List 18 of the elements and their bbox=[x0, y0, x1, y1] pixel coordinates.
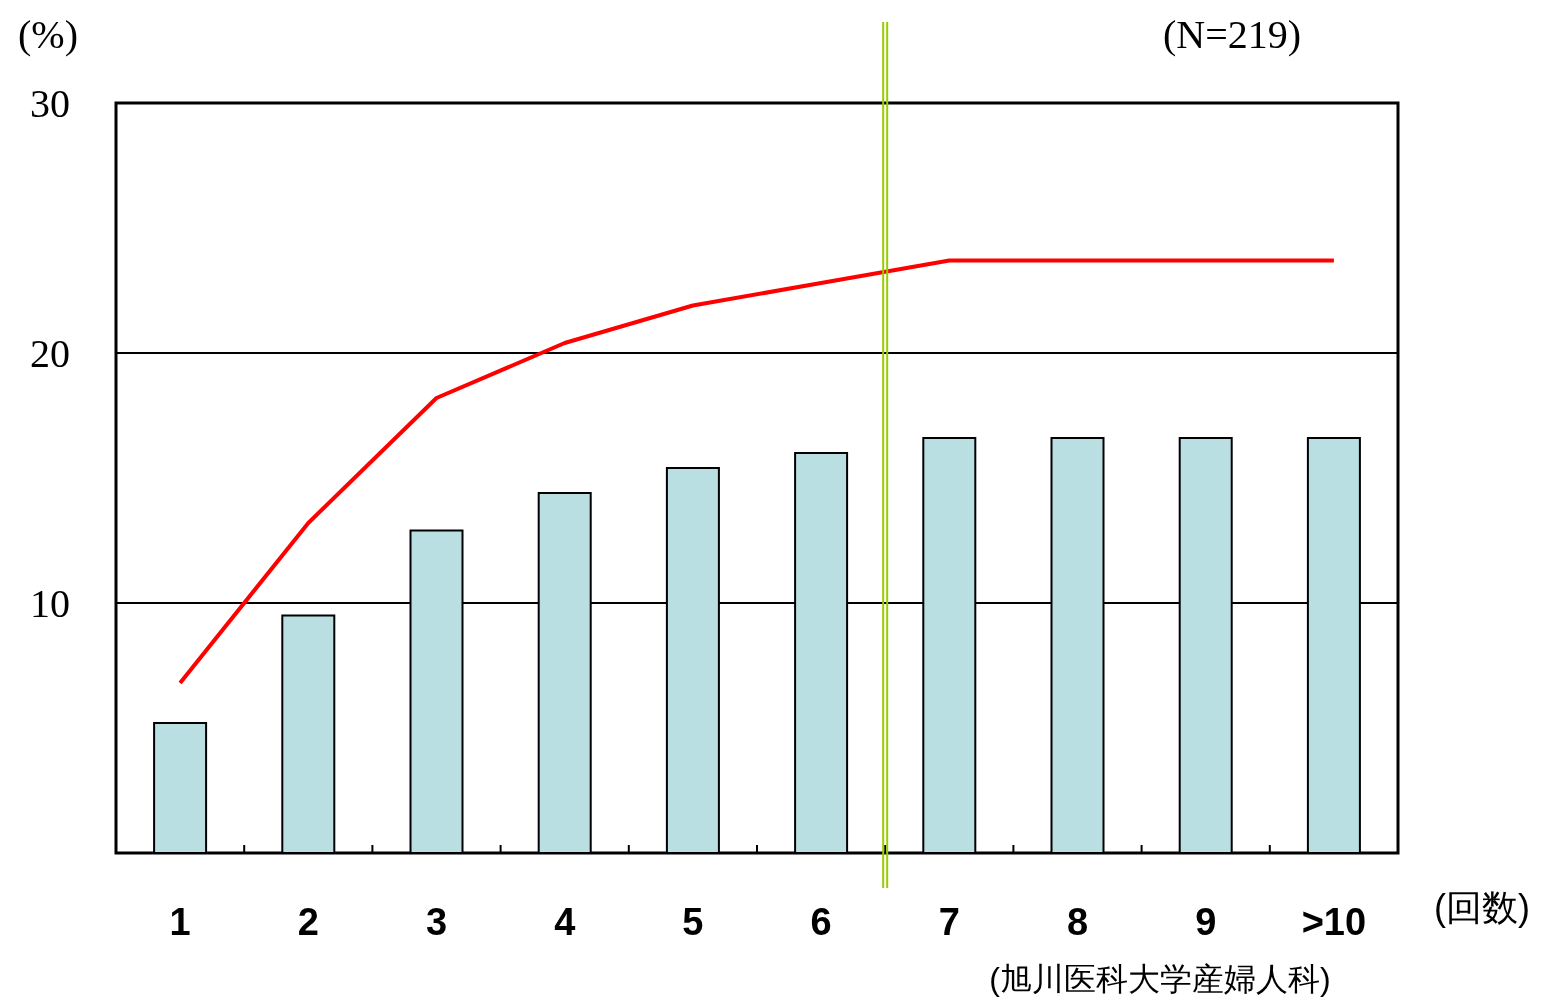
text: (N=219) bbox=[1162, 12, 1302, 57]
x-tick-label: 8 bbox=[1066, 901, 1089, 943]
text: (旭川医科大学産婦人科) bbox=[989, 961, 1331, 997]
x-tick-label: 1 bbox=[169, 901, 191, 943]
x-tick-label: >10 bbox=[1301, 901, 1367, 943]
x-tick-label: 5 bbox=[682, 901, 704, 943]
x-tick-label: 6 bbox=[810, 901, 832, 943]
x-tick-label: 3 bbox=[425, 901, 448, 943]
x-tick-label: 9 bbox=[1195, 901, 1217, 943]
x-tick-label: 4 bbox=[554, 901, 576, 943]
x-axis-title: (回数) bbox=[1434, 887, 1530, 928]
x-tick-label: 2 bbox=[297, 901, 319, 943]
y-tick-label: 20 bbox=[30, 331, 70, 376]
x-tick-label: 7 bbox=[938, 901, 960, 943]
line-series bbox=[178, 258, 1336, 685]
y-tick-label: 30 bbox=[30, 81, 70, 126]
y-axis-title: (%) bbox=[18, 12, 78, 57]
y-tick-label: 10 bbox=[30, 581, 70, 626]
